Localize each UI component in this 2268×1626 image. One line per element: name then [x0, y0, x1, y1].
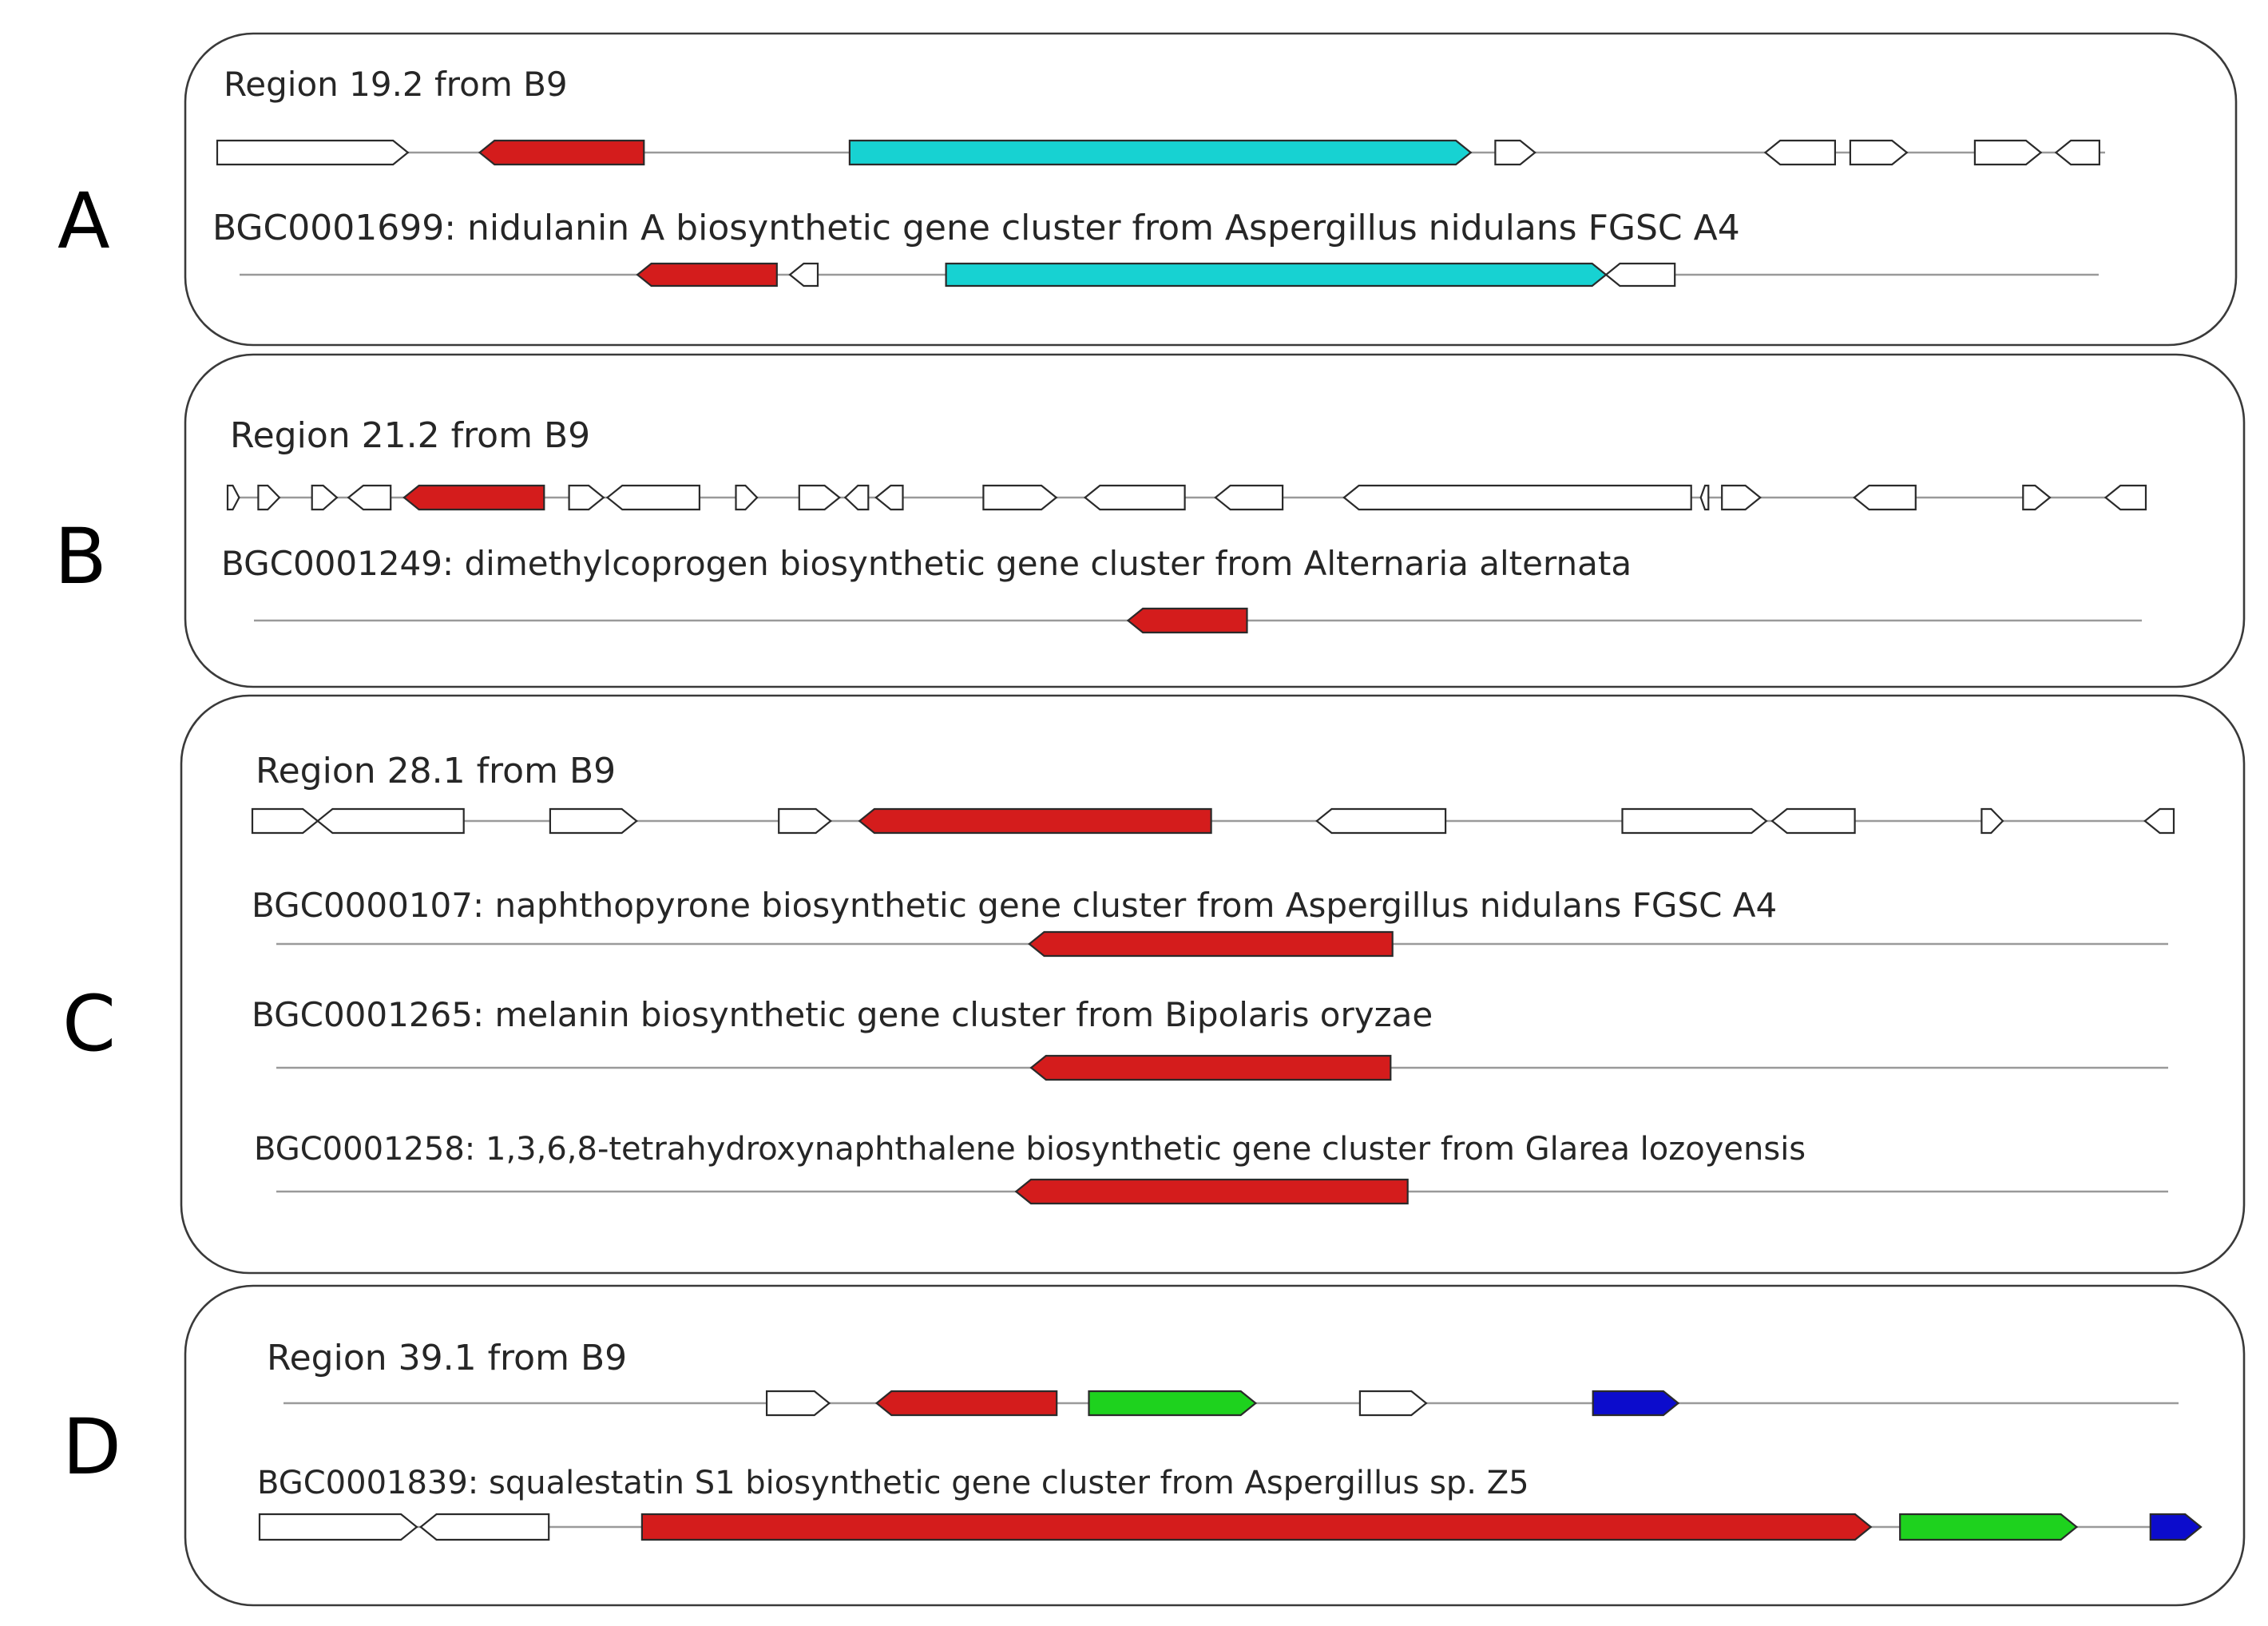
panel-letter: D: [62, 1402, 121, 1492]
gene-arrow-other: [1973, 139, 2043, 166]
track-label: BGC0001839: squalestatin S1 biosynthetic…: [257, 1465, 1529, 1501]
gene-arrow-core: [1126, 607, 1248, 634]
gene-arrow-other: [549, 807, 638, 835]
gene-arrow-other: [1342, 484, 1692, 511]
panel-border: [184, 353, 2246, 688]
track-label: BGC0001265: melanin biosynthetic gene cl…: [252, 995, 1433, 1034]
gene-arrow-other: [1763, 139, 1836, 166]
gene-arrow-other: [2143, 807, 2175, 835]
query-region-track: Region 21.2 from B9: [226, 415, 2147, 511]
gene-arrow-other: [1315, 807, 1447, 835]
track-label: BGC0001249: dimethylcoprogen biosyntheti…: [221, 544, 1632, 583]
gene-arrow-core: [636, 262, 778, 288]
gene-arrow-blue: [1592, 1390, 1680, 1417]
reference-cluster-track: BGC0000107: naphthopyrone biosynthetic g…: [252, 886, 2168, 958]
gene-arrow-other: [798, 484, 841, 511]
gene-arrow-other: [226, 484, 240, 511]
gene-arrow-other: [605, 484, 701, 511]
gene-arrow-other: [778, 807, 832, 835]
gene-arrow-other: [257, 484, 281, 511]
gene-arrow-other: [735, 484, 759, 511]
panel-letter: C: [62, 979, 116, 1069]
gene-arrow-other: [1083, 484, 1186, 511]
track-label: Region 19.2 from B9: [224, 65, 568, 104]
gene-arrow-other: [874, 484, 904, 511]
query-region-track: Region 28.1 from B9: [251, 751, 2175, 835]
gene-arrow-other: [2103, 484, 2147, 511]
gene-arrow-other: [1358, 1390, 1428, 1417]
gene-arrow-other: [258, 1513, 418, 1541]
reference-cluster-track: BGC0001839: squalestatin S1 biosynthetic…: [257, 1465, 2203, 1541]
gene-arrow-other: [982, 484, 1058, 511]
gene-arrow-core: [640, 1513, 1873, 1541]
gene-arrow-green: [1899, 1513, 2079, 1541]
track-label: Region 28.1 from B9: [256, 751, 616, 791]
gene-arrow-core: [1029, 1054, 1392, 1081]
gene-arrow-core: [858, 807, 1212, 835]
gene-arrow-other: [1981, 807, 2004, 835]
track-label: BGC0001699: nidulanin A biosynthetic gen…: [212, 208, 1740, 248]
track-label: Region 39.1 from B9: [267, 1338, 627, 1378]
gene-arrow-other: [251, 807, 319, 835]
gene-arrow-other: [1604, 262, 1676, 288]
gene-arrow-other: [1494, 139, 1536, 166]
gene-arrow-other: [1699, 484, 1710, 511]
panel-d: D Region 39.1 from B9 BGC0001839: squalest…: [62, 1284, 2246, 1607]
gene-arrow-other: [765, 1390, 831, 1417]
gene-arrow-other: [788, 262, 819, 288]
gene-arrow-other: [419, 1513, 550, 1541]
panel-c: C Region 28.1 from B9 BGC0000107: naphthop…: [62, 694, 2246, 1275]
reference-cluster-track: BGC0001265: melanin biosynthetic gene cl…: [252, 995, 2168, 1081]
gene-arrow-other: [1770, 807, 1856, 835]
gene-arrow-other: [2054, 139, 2100, 166]
gene-arrow-other: [316, 807, 465, 835]
reference-cluster-track: BGC0001249: dimethylcoprogen biosyntheti…: [221, 544, 2142, 634]
query-region-track: Region 39.1 from B9: [267, 1338, 2179, 1417]
reference-cluster-track: BGC0001699: nidulanin A biosynthetic gen…: [212, 208, 2099, 288]
track-label: BGC0001258: 1,3,6,8-tetrahydroxynaphthal…: [254, 1131, 1806, 1168]
gene-arrow-core: [1014, 1178, 1409, 1205]
panel-border: [184, 1284, 2246, 1607]
track-label: BGC0000107: naphthopyrone biosynthetic g…: [252, 886, 1777, 925]
gene-arrow-other: [843, 484, 870, 511]
gene-arrow-green: [1088, 1390, 1258, 1417]
gene-arrow-other: [2022, 484, 2052, 511]
gene-arrow-other: [1621, 807, 1768, 835]
panel-border: [180, 694, 2246, 1275]
panel-letter: B: [54, 512, 107, 601]
panel-a: A Region 19.2 from B9 BGC0001699: nidulani…: [57, 32, 2238, 347]
gene-arrow-core: [874, 1390, 1058, 1417]
query-region-track: Region 19.2 from B9: [216, 65, 2105, 166]
panel-b: B Region 21.2 from B9 BGC0001249: dimethyl…: [54, 353, 2246, 688]
track-label: Region 21.2 from B9: [230, 415, 590, 456]
gene-arrow-blue: [2149, 1513, 2203, 1541]
gene-arrow-other: [216, 139, 410, 166]
gene-arrow-teal: [945, 262, 1608, 288]
gene-arrow-core: [402, 484, 545, 511]
gene-arrow-other: [1849, 139, 1909, 166]
gene-arrow-other: [1853, 484, 1917, 511]
gene-arrow-core: [478, 139, 645, 166]
gene-arrow-other: [311, 484, 339, 511]
gene-arrow-core: [1028, 930, 1394, 958]
gene-arrow-other: [1214, 484, 1284, 511]
panel-letter: A: [57, 176, 110, 266]
gene-arrow-other: [568, 484, 605, 511]
gene-arrow-teal: [848, 139, 1473, 166]
gene-arrow-other: [1721, 484, 1762, 511]
gene-arrow-other: [347, 484, 392, 511]
reference-cluster-track: BGC0001258: 1,3,6,8-tetrahydroxynaphthal…: [254, 1131, 2168, 1205]
